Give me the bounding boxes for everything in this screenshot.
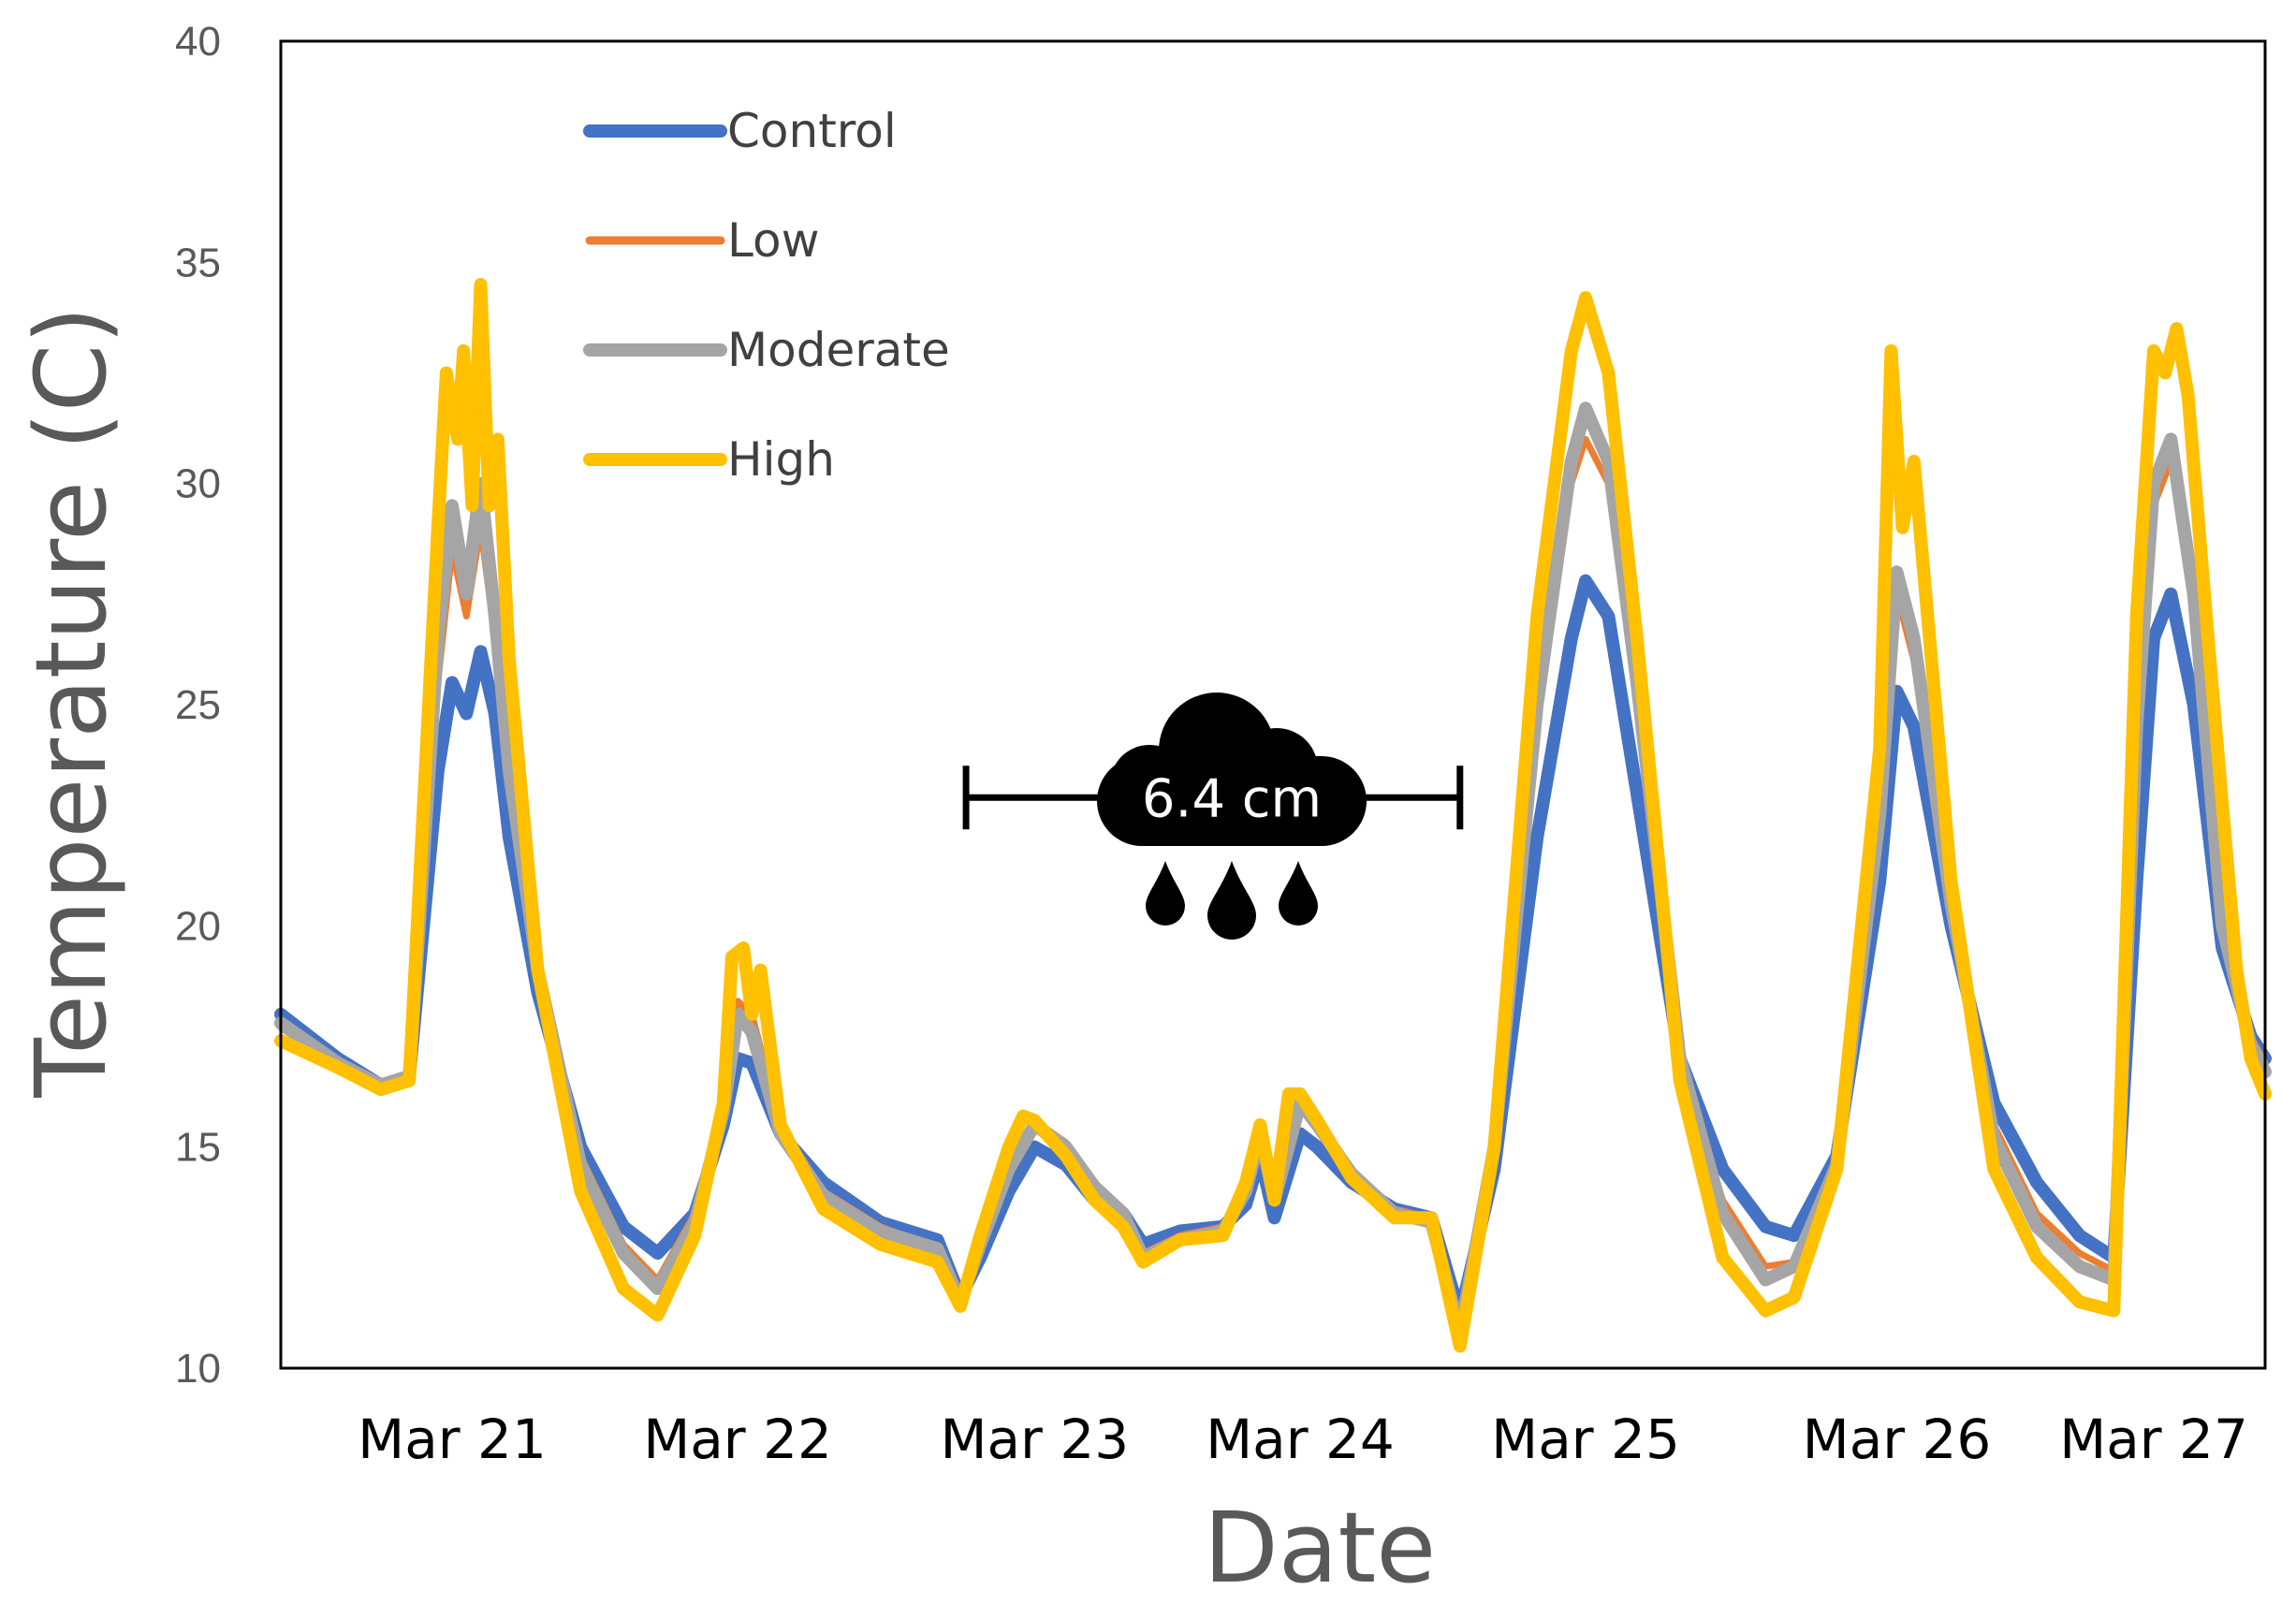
y-tick-label: 35	[175, 240, 221, 285]
x-tick-label: Mar 22	[643, 1407, 832, 1471]
legend-label-low: Low	[727, 213, 819, 268]
raindrop-icon	[1146, 861, 1185, 926]
plot-area-frame	[279, 39, 2267, 1370]
x-tick-label: Mar 26	[1803, 1407, 1992, 1471]
raindrop-icon	[1207, 861, 1256, 940]
y-tick-label: 20	[175, 903, 221, 949]
y-tick-label: 40	[175, 19, 221, 65]
x-tick-label: Mar 23	[940, 1407, 1129, 1471]
series-layer	[274, 278, 2272, 1353]
y-tick-label: 15	[175, 1125, 221, 1171]
x-tick-label: Mar 24	[1206, 1407, 1395, 1471]
y-axis-ticks: 10 15 20 25 30 35 40	[175, 19, 221, 1392]
legend-label-control: Control	[727, 104, 897, 158]
series-line-high	[274, 278, 2272, 1353]
raindrop-icon	[1279, 861, 1318, 926]
y-axis-title: Temperature (C)	[14, 306, 128, 1099]
rain-annotation: 6.4 cm	[962, 693, 1464, 940]
rainfall-label: 6.4 cm	[1142, 768, 1322, 829]
x-tick-label: Mar 25	[1491, 1407, 1680, 1471]
y-tick-label: 30	[175, 461, 221, 507]
legend-label-moderate: Moderate	[727, 323, 950, 377]
legend-label-high: High	[727, 432, 835, 487]
x-tick-label: Mar 21	[358, 1407, 547, 1471]
x-axis-title: Date	[1204, 1491, 1437, 1604]
legend: Control Low Moderate High	[583, 104, 950, 487]
x-tick-label: Mar 27	[2059, 1407, 2248, 1471]
x-axis-ticks: Mar 21 Mar 22 Mar 23 Mar 24 Mar 25 Mar 26 Mar …	[358, 1407, 2248, 1471]
y-tick-label: 25	[175, 682, 221, 728]
y-tick-label: 10	[175, 1346, 221, 1392]
rain-cloud-icon	[1097, 693, 1367, 940]
